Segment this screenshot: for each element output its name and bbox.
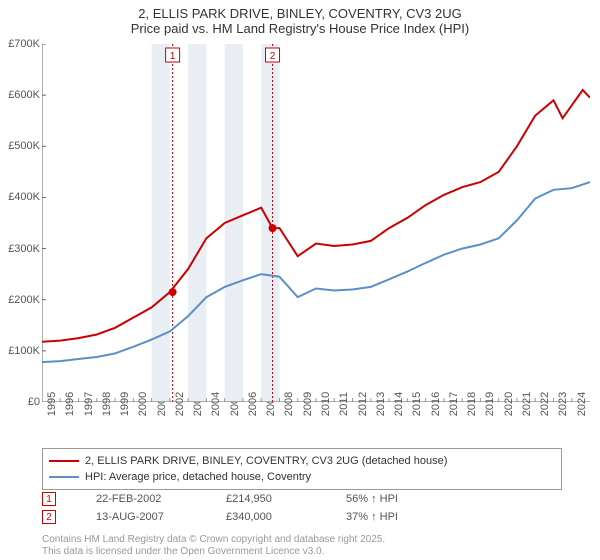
marker-price-1: £214,950 — [226, 493, 306, 505]
marker-pct-1: 56% ↑ HPI — [346, 493, 426, 505]
chart-svg: 12 — [42, 44, 590, 402]
marker-badge-2: 2 — [42, 510, 56, 524]
title-block: 2, ELLIS PARK DRIVE, BINLEY, COVENTRY, C… — [0, 0, 600, 40]
title-line-2: Price paid vs. HM Land Registry's House … — [0, 21, 600, 36]
footer: Contains HM Land Registry data © Crown c… — [42, 534, 385, 558]
y-tick-label: £0 — [0, 396, 40, 408]
legend: 2, ELLIS PARK DRIVE, BINLEY, COVENTRY, C… — [42, 448, 562, 490]
chart-container: 2, ELLIS PARK DRIVE, BINLEY, COVENTRY, C… — [0, 0, 600, 560]
markers-table: 1 22-FEB-2002 £214,950 56% ↑ HPI 2 13-AU… — [42, 490, 426, 526]
legend-row-2: HPI: Average price, detached house, Cove… — [49, 469, 555, 485]
legend-label-1: 2, ELLIS PARK DRIVE, BINLEY, COVENTRY, C… — [85, 453, 447, 469]
marker-price-2: £340,000 — [226, 511, 306, 523]
footer-line-1: Contains HM Land Registry data © Crown c… — [42, 534, 385, 546]
y-tick-label: £100K — [0, 345, 40, 357]
svg-text:2: 2 — [270, 51, 276, 62]
marker-badge-1: 1 — [42, 492, 56, 506]
legend-swatch-2 — [49, 476, 79, 478]
marker-date-1: 22-FEB-2002 — [96, 493, 186, 505]
svg-text:1: 1 — [170, 51, 176, 62]
marker-row-1: 1 22-FEB-2002 £214,950 56% ↑ HPI — [42, 490, 426, 508]
marker-pct-2: 37% ↑ HPI — [346, 511, 426, 523]
y-tick-label: £600K — [0, 89, 40, 101]
title-line-1: 2, ELLIS PARK DRIVE, BINLEY, COVENTRY, C… — [0, 6, 600, 21]
footer-line-2: This data is licensed under the Open Gov… — [42, 546, 385, 558]
y-tick-label: £500K — [0, 140, 40, 152]
legend-label-2: HPI: Average price, detached house, Cove… — [85, 469, 311, 485]
legend-row-1: 2, ELLIS PARK DRIVE, BINLEY, COVENTRY, C… — [49, 453, 555, 469]
y-tick-label: £700K — [0, 38, 40, 50]
y-tick-label: £400K — [0, 191, 40, 203]
legend-swatch-1 — [49, 460, 79, 462]
y-tick-label: £200K — [0, 294, 40, 306]
chart-area: 12 — [42, 44, 590, 402]
marker-row-2: 2 13-AUG-2007 £340,000 37% ↑ HPI — [42, 508, 426, 526]
y-tick-label: £300K — [0, 243, 40, 255]
marker-date-2: 13-AUG-2007 — [96, 511, 186, 523]
